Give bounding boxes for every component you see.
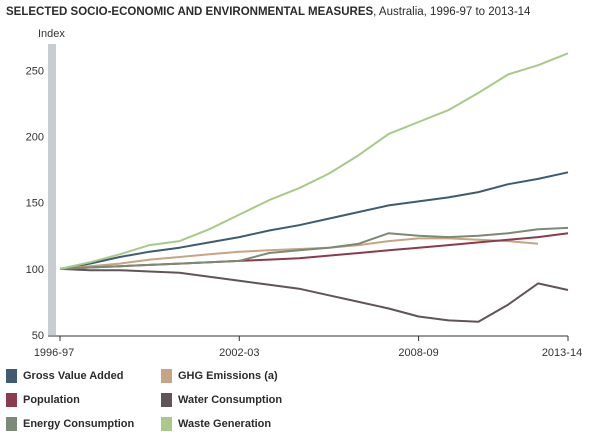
chart-title: SELECTED SOCIO-ECONOMIC AND ENVIRONMENTA…	[6, 6, 530, 18]
y-axis-bar	[48, 44, 56, 335]
legend-swatch	[6, 369, 17, 383]
series-line-ghg-emissions-a	[59, 237, 539, 270]
chart-title-sub: , Australia, 1996-97 to 2013-14	[373, 6, 531, 18]
series-line-gross-value-added	[59, 171, 569, 270]
legend-label: Population	[23, 394, 80, 406]
chart-title-main: SELECTED SOCIO-ECONOMIC AND ENVIRONMENTA…	[6, 6, 374, 18]
y-tick-label: 100	[26, 264, 44, 276]
series-line-water-consumption	[59, 267, 569, 323]
legend-label: Gross Value Added	[23, 370, 124, 382]
legend-swatch	[161, 369, 172, 383]
legend-swatch	[161, 417, 172, 431]
legend-item-population: Population	[6, 390, 80, 410]
legend-label: Energy Consumption	[23, 418, 135, 430]
y-tick-label: 50	[32, 330, 44, 342]
series-line-waste-generation	[59, 52, 569, 270]
legend-item-energy-consumption: Energy Consumption	[6, 414, 134, 434]
legend-item-waste-generation: Waste Generation	[161, 414, 271, 434]
legend-label: GHG Emissions (a)	[178, 370, 278, 382]
y-tick-label: 200	[26, 132, 44, 144]
legend-item-water-consumption: Water Consumption	[161, 390, 282, 410]
series-line-energy-consumption	[59, 226, 569, 270]
series-line-population	[59, 232, 569, 270]
y-tick-label: 250	[26, 65, 44, 77]
legend-label: Water Consumption	[178, 394, 283, 406]
x-tick-label: 2013-14	[542, 347, 582, 359]
legend-item-ghg-emissions-a: GHG Emissions (a)	[161, 366, 278, 386]
legend-item-gross-value-added: Gross Value Added	[6, 366, 123, 386]
y-axis-label: Index	[38, 28, 65, 40]
legend-swatch	[161, 393, 172, 407]
x-tick-label: 1996-97	[34, 347, 74, 359]
legend-label: Waste Generation	[178, 418, 272, 430]
x-tick-label: 2002-03	[219, 347, 259, 359]
legend-swatch	[6, 417, 17, 431]
y-tick-label: 150	[26, 198, 44, 210]
legend-swatch	[6, 393, 17, 407]
x-tick-label: 2008-09	[398, 347, 438, 359]
